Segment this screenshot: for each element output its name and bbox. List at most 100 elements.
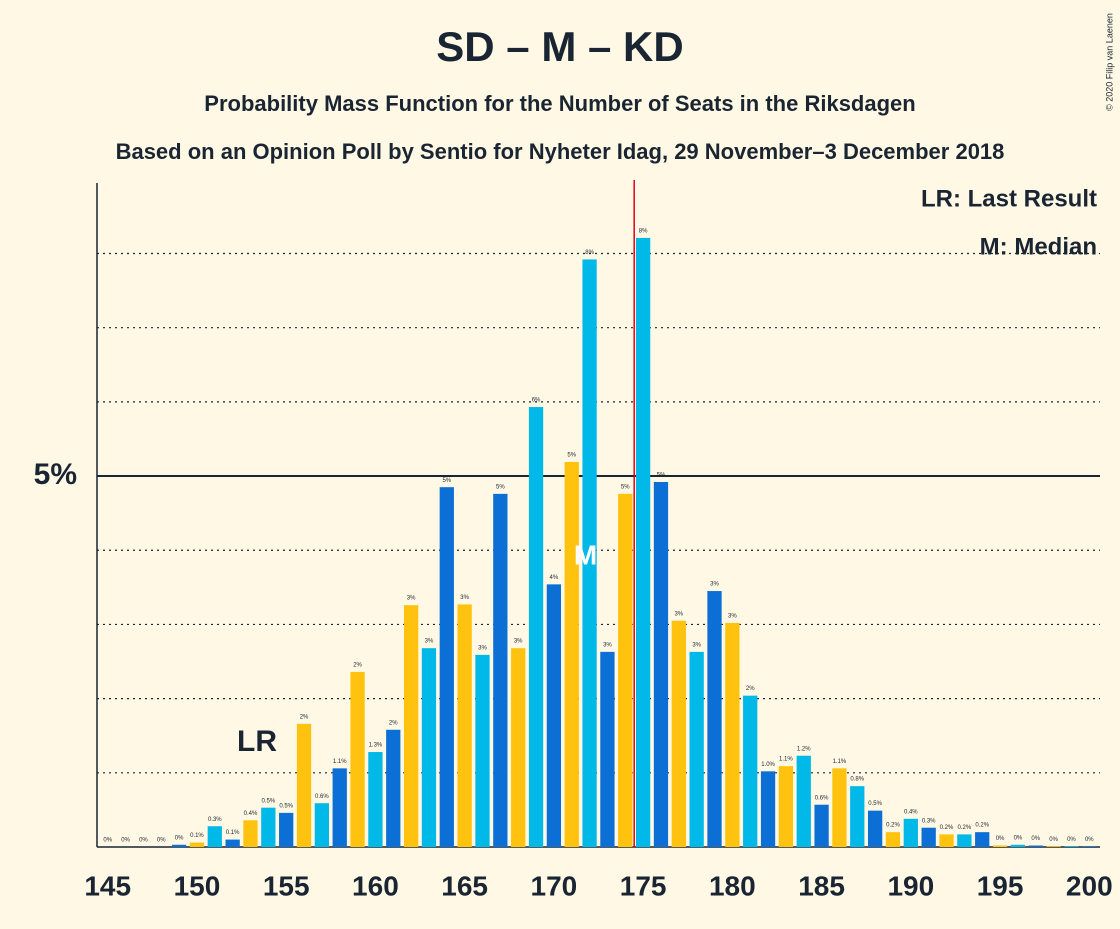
bar — [778, 766, 794, 847]
value-label: 0.4% — [904, 809, 918, 815]
value-label: 0% — [996, 836, 1005, 842]
value-label: 3% — [603, 642, 612, 648]
value-label: 5% — [496, 484, 505, 490]
bar — [261, 807, 276, 847]
bar — [600, 651, 615, 847]
x-tick-label: 200 — [1066, 870, 1113, 901]
bar — [725, 622, 740, 847]
bar — [386, 729, 401, 847]
x-tick-label: 150 — [174, 870, 221, 901]
source-line: Based on an Opinion Poll by Sentio for N… — [116, 139, 1005, 164]
value-label: 1.3% — [369, 743, 383, 749]
bar — [332, 768, 347, 847]
value-label: 0% — [103, 838, 112, 844]
value-label: 0% — [1085, 837, 1094, 843]
bar — [1082, 846, 1097, 847]
bar — [225, 839, 240, 847]
bar — [653, 481, 669, 847]
value-label: 0% — [1067, 837, 1076, 843]
value-label: 0.2% — [886, 823, 900, 829]
bar — [171, 844, 187, 847]
value-label: 0% — [175, 835, 184, 841]
x-tick-label: 170 — [531, 870, 578, 901]
bar — [189, 842, 205, 847]
value-label: 0.3% — [208, 817, 222, 823]
bar — [511, 648, 526, 847]
value-label: 4% — [550, 575, 559, 581]
bar — [314, 803, 330, 847]
value-label: 0.2% — [975, 823, 989, 829]
value-label: 1.2% — [797, 746, 811, 752]
value-label: 3% — [692, 642, 701, 648]
value-label: 3% — [425, 639, 434, 645]
value-label: 0% — [1014, 835, 1023, 841]
value-label: 3% — [674, 611, 683, 617]
value-label: 0.5% — [261, 798, 275, 804]
value-label: 3% — [460, 595, 469, 601]
x-tick-label: 190 — [887, 870, 934, 901]
bar — [707, 591, 722, 847]
y-tick-label: 5% — [34, 458, 77, 491]
bar — [368, 752, 383, 847]
value-label: 2% — [353, 662, 362, 668]
bar — [939, 834, 954, 847]
bar — [885, 832, 901, 847]
last-result-label: LR — [237, 725, 277, 758]
value-label: 0.6% — [315, 794, 329, 800]
value-label: 8% — [639, 228, 648, 234]
bar — [903, 818, 918, 847]
value-label: 0% — [121, 838, 130, 844]
value-label: 8% — [585, 250, 594, 256]
legend-entry: M: Median — [980, 233, 1097, 260]
x-tick-label: 155 — [263, 870, 310, 901]
x-tick-label: 180 — [709, 870, 756, 901]
value-label: 0% — [1049, 837, 1058, 843]
value-label: 0% — [139, 838, 148, 844]
bar — [1046, 846, 1061, 847]
bar — [279, 812, 294, 847]
bar — [975, 832, 990, 847]
value-label: 0.3% — [922, 818, 936, 824]
value-label: 2% — [389, 720, 398, 726]
bar — [457, 604, 472, 847]
bar — [439, 487, 454, 847]
chart-title: SD – M – KD — [436, 23, 683, 70]
value-label: 5% — [442, 478, 451, 484]
value-label: 3% — [407, 596, 416, 602]
value-label: 0.2% — [958, 825, 972, 831]
value-label: 0.4% — [244, 811, 258, 817]
bar — [493, 493, 508, 847]
median-label: M — [574, 539, 597, 570]
x-tick-label: 185 — [798, 870, 845, 901]
x-tick-label: 195 — [977, 870, 1024, 901]
value-label: 2% — [300, 714, 309, 720]
bar — [671, 620, 686, 847]
bar — [743, 695, 758, 847]
bar — [957, 834, 972, 847]
bar — [564, 461, 579, 847]
bar — [546, 584, 562, 847]
bar — [689, 651, 704, 847]
value-label: 0.1% — [226, 830, 240, 836]
bar — [475, 654, 490, 847]
value-label: 5% — [657, 473, 666, 479]
x-tick-label: 145 — [84, 870, 131, 901]
value-label: 0.8% — [850, 777, 864, 783]
value-label: 0% — [157, 838, 166, 844]
bar — [832, 768, 847, 847]
bar — [350, 671, 365, 847]
bar — [528, 407, 544, 847]
bar — [421, 648, 437, 847]
value-label: 3% — [728, 614, 737, 620]
value-label: 1.1% — [779, 757, 793, 763]
legend-entry: LR: Last Result — [921, 185, 1097, 212]
subtitle: Probability Mass Function for the Number… — [204, 91, 915, 116]
value-label: 6% — [532, 398, 541, 404]
bar — [921, 827, 936, 847]
bar — [814, 804, 829, 847]
x-tick-label: 165 — [441, 870, 488, 901]
value-label: 0.6% — [815, 795, 829, 801]
value-label: 0.5% — [279, 803, 293, 809]
